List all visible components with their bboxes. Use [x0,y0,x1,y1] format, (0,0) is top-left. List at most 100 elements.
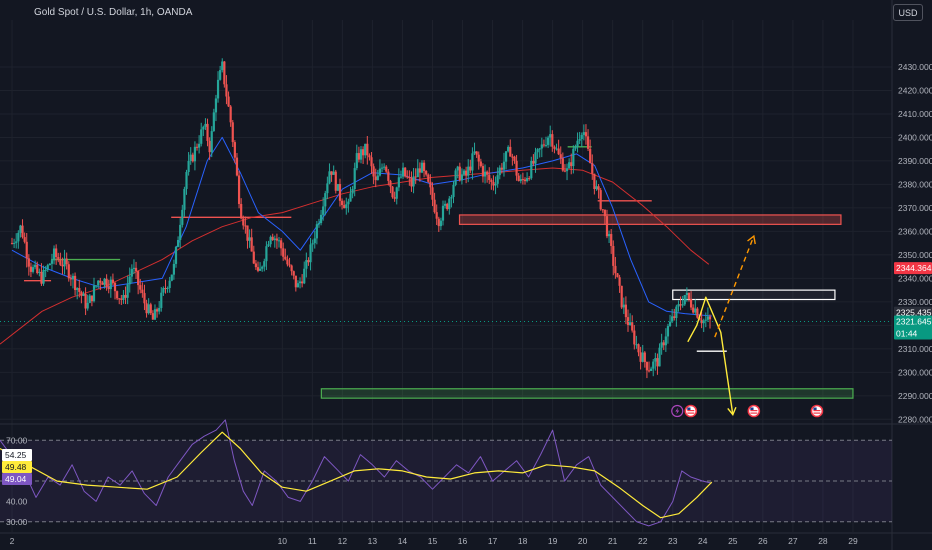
zone-support[interactable] [320,388,854,399]
candle-body [189,154,192,161]
candle-body [706,316,709,320]
candle-body [565,168,569,172]
candle-body [494,183,497,186]
candle-body [385,166,388,172]
candle-body [681,304,684,306]
candle-body [107,286,110,290]
candle-body [174,246,178,264]
candle-body [286,259,289,265]
candle-body [700,319,703,324]
candle-body [315,224,318,239]
candle-body [130,268,133,277]
candle-body [654,358,657,362]
candle-body [158,307,161,312]
candle-body [90,295,94,302]
candle-body [97,280,100,286]
candle-body [488,174,491,181]
candle-body [580,134,583,139]
candle-body [200,129,203,144]
flag-stripe [750,410,758,412]
rsi-value-label: 54.25 [5,450,27,460]
candle-body [21,225,24,238]
candle-body [273,238,276,240]
candle-body [172,263,175,275]
candle-body [395,187,398,199]
candle-body [187,160,190,173]
candle-body [338,184,342,201]
candle-body [477,154,480,162]
projection-arrowhead [727,406,737,416]
candle-body [504,151,508,162]
candle-body [111,279,115,283]
candle-body [677,304,680,307]
price-tick-label: 2310.000 [898,344,932,354]
candle-body [666,326,670,337]
candle-body [568,162,571,169]
candle-body [515,160,518,176]
candle-body [547,137,550,145]
candle-body [404,167,407,177]
zone-resistance[interactable] [458,214,842,225]
time-tick-label: 29 [848,536,858,546]
candle-body [496,175,499,184]
projection-alt-path [714,235,755,338]
candle-body [601,209,604,211]
candle-body [519,179,522,182]
candle-body [452,184,455,197]
candle-body [183,188,186,210]
candle-body [284,256,287,260]
candle-body [616,273,619,278]
candle-body [195,146,199,148]
candle-body [389,180,392,187]
flag-canton [813,407,817,410]
rsi-signal-line [0,431,713,519]
candle-body [78,288,81,292]
candle-body [509,146,512,157]
candle-body [225,84,228,97]
candle-body [42,270,45,284]
candle-body [15,241,18,243]
candle-body [263,261,266,267]
candle-body [116,291,119,299]
candle-body [511,156,514,158]
candle-body [317,223,321,225]
candle-body [261,266,264,269]
time-tick-label: 22 [638,536,648,546]
candle-body [326,183,329,194]
candle-body [46,265,49,270]
candle-body [170,274,173,281]
candle-body [668,321,672,327]
candle-body [303,268,306,284]
candle-body [294,275,297,288]
zone-resistance-box[interactable] [672,289,836,301]
chart-title: Gold Spot / U.S. Dollar, 1h, OANDA [34,7,193,18]
candle-body [208,140,211,153]
candle-body [282,248,285,257]
candle-body [76,288,79,291]
candle-body [635,344,638,346]
candle-body [650,368,653,372]
rsi-value-tag [2,473,32,485]
candle-body [576,140,579,147]
candle-body [500,167,503,170]
time-tick-label: 17 [488,536,498,546]
candle-body [345,204,348,209]
flag-canton [687,407,691,410]
candle-body [126,284,129,298]
candle-body [99,280,102,283]
candle-body [193,146,197,162]
candle-body [137,271,140,286]
candle-body [685,292,688,296]
candle-body [151,313,154,320]
candle-body [206,123,209,141]
candle-body [414,176,417,178]
candle-body [641,352,644,362]
currency-button[interactable]: USD [893,4,923,21]
candle-body [393,197,396,199]
candle-body [233,142,236,158]
candle-body [80,291,83,296]
candle-body [221,61,224,71]
candle-body [692,307,695,313]
candle-body [603,209,606,217]
